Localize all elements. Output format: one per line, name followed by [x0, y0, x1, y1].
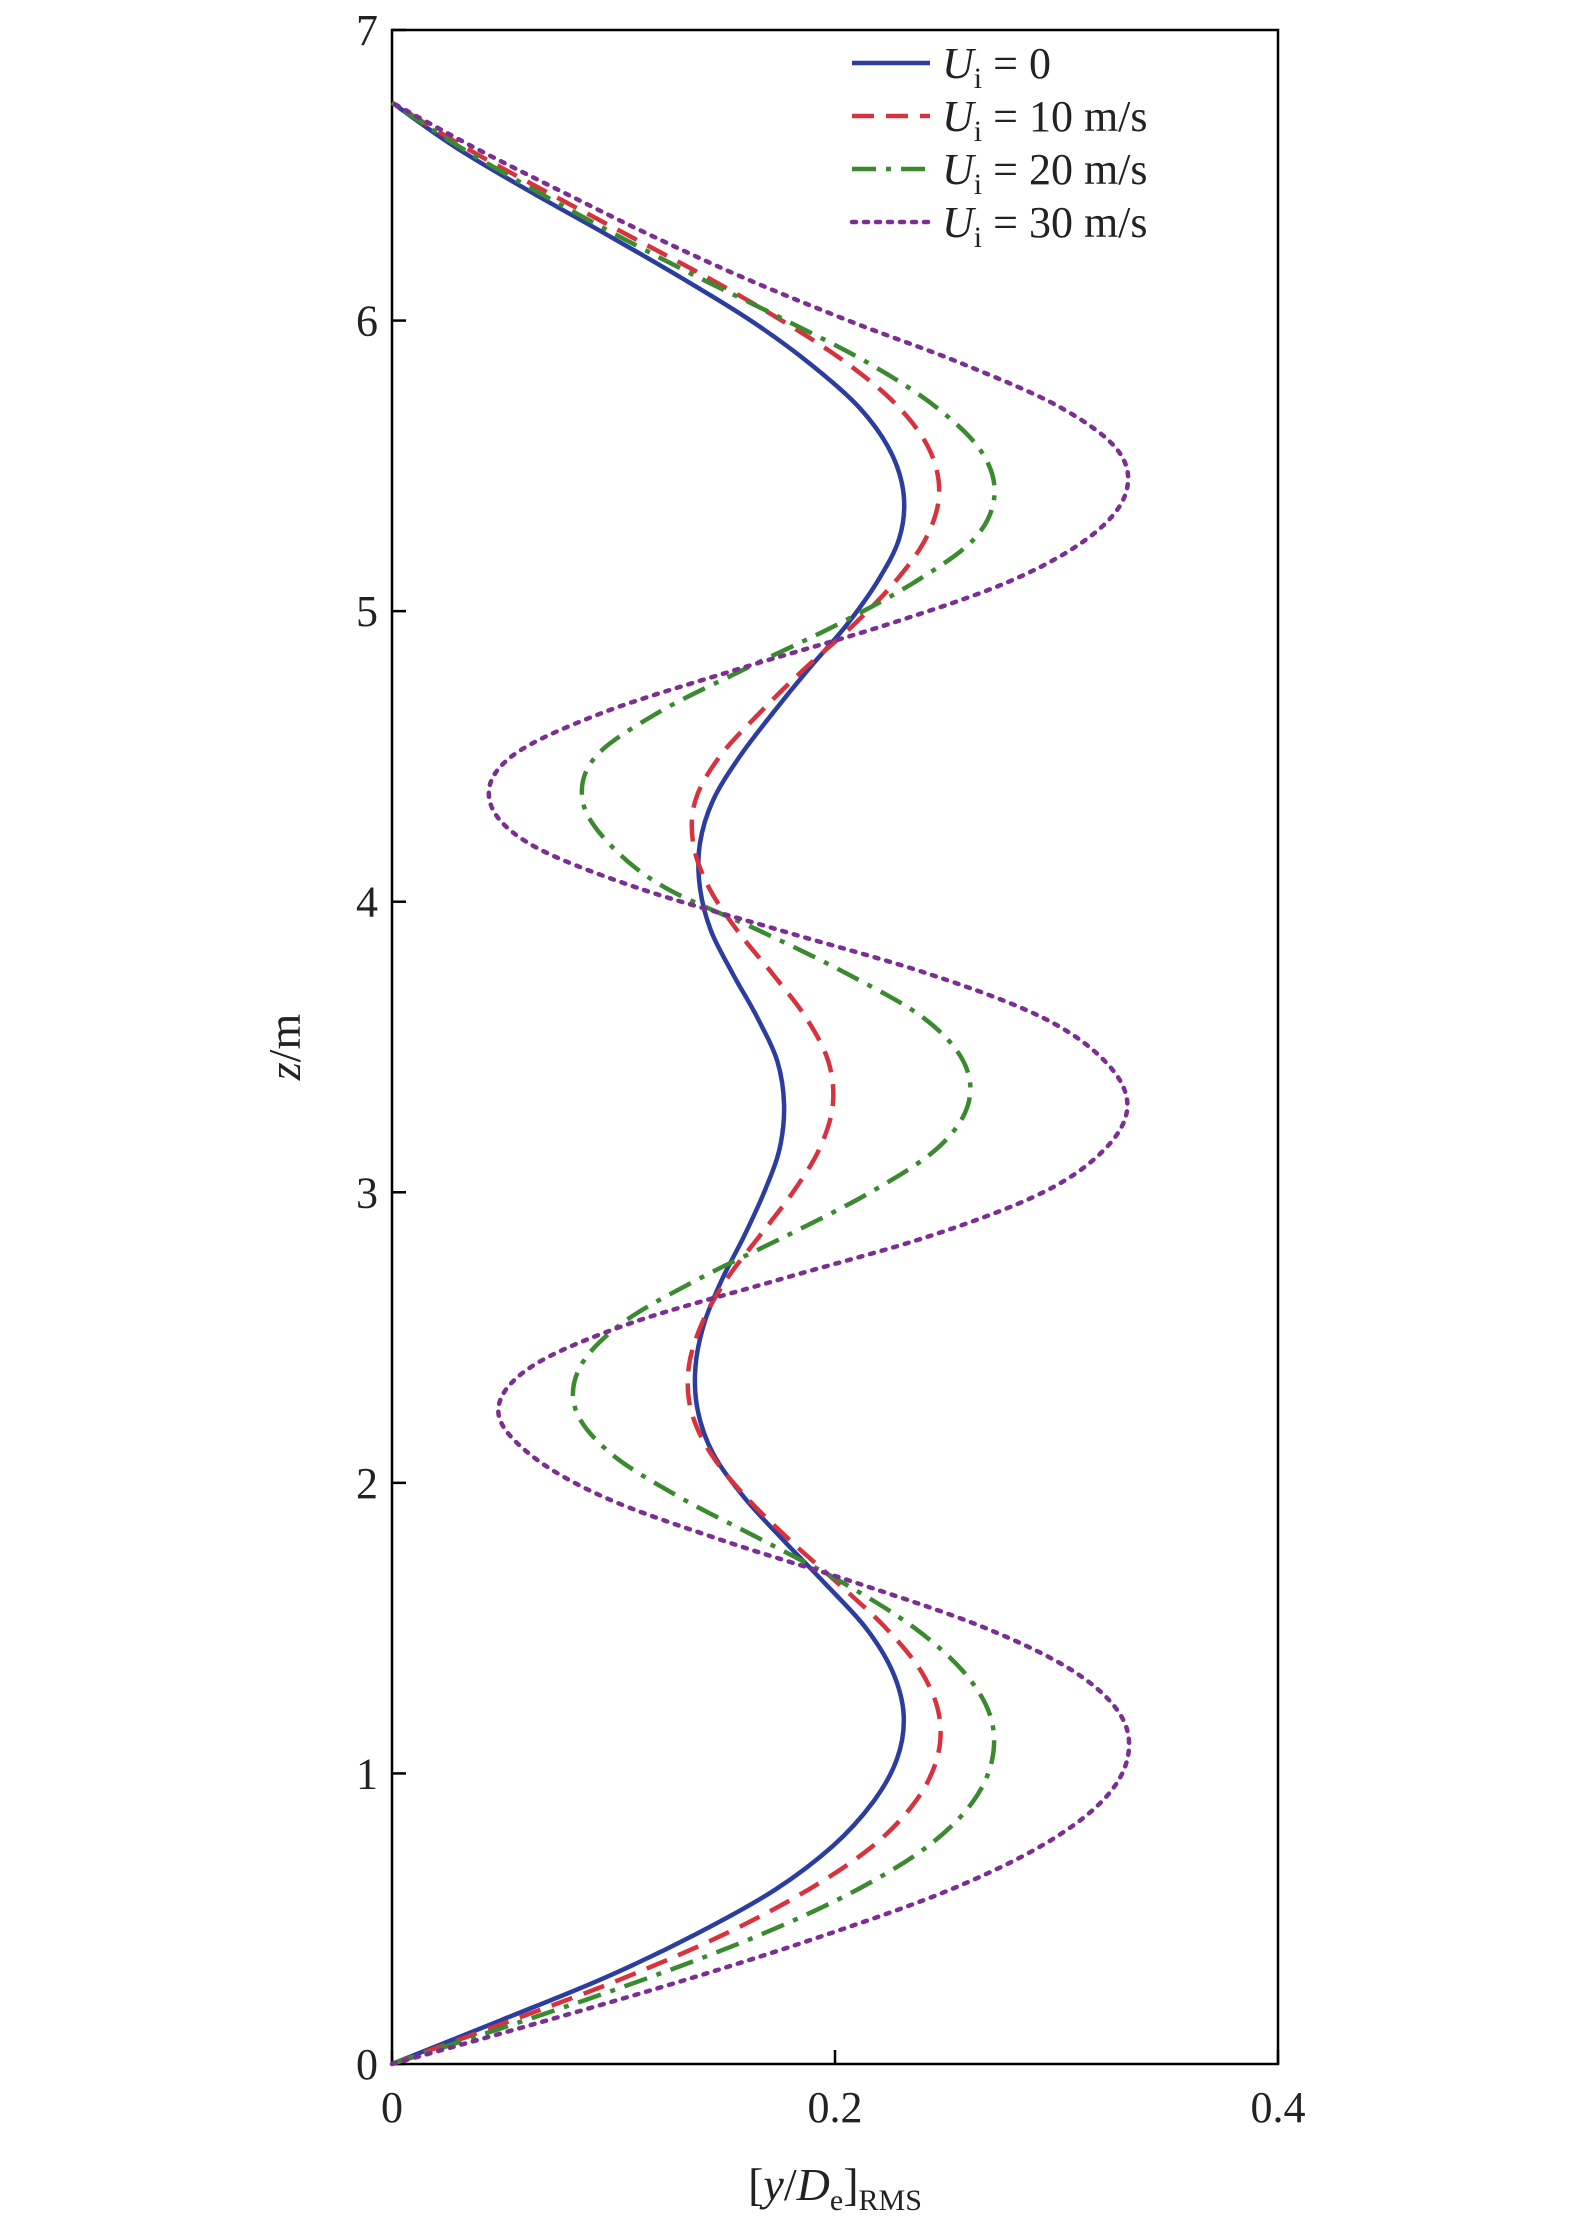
x-axis-title: [y/De]RMS — [748, 2159, 922, 2217]
x-tick-label: 0 — [381, 2083, 403, 2132]
legend-label-4: Ui = 30 m/s — [942, 198, 1148, 254]
x-axis-title-open: [ — [748, 2159, 763, 2210]
x-axis: 0 0.2 0.4 — [381, 2050, 1306, 2132]
legend-label-var: U — [942, 39, 977, 88]
series-line-1 — [390, 100, 907, 2067]
legend-label-2: Ui = 10 m/s — [942, 92, 1148, 148]
x-axis-title-close: ] — [843, 2159, 858, 2210]
legend-label-var: U — [942, 198, 977, 247]
y-axis-title-var-z: z — [259, 1062, 310, 1081]
legend: Ui = 0Ui = 10 m/sUi = 20 m/sUi = 30 m/s — [849, 39, 1148, 254]
legend-label-rest: = 0 — [982, 39, 1051, 88]
y-tick-label: 6 — [356, 297, 378, 346]
x-tick-label: 0.2 — [808, 2083, 863, 2132]
y-tick-label: 5 — [356, 587, 378, 636]
series-line-2 — [390, 100, 943, 2067]
y-tick-label: 7 — [356, 6, 378, 55]
series-line-4 — [389, 100, 1132, 2067]
x-axis-title-sub-rms: RMS — [859, 2184, 922, 2217]
series-layer — [389, 100, 1132, 2067]
legend-label-rest: = 10 m/s — [982, 92, 1147, 141]
y-tick-label: 0 — [356, 2040, 378, 2089]
y-tick-label: 4 — [356, 878, 378, 927]
y-tick-label: 2 — [356, 1459, 378, 1508]
legend-label-sub: i — [974, 168, 982, 201]
x-axis-title-sub-e: e — [830, 2184, 843, 2217]
x-axis-title-var-y: y — [759, 2159, 784, 2210]
y-axis-title: z/m — [259, 1014, 310, 1082]
y-axis-title-unit: /m — [259, 1014, 310, 1063]
legend-label-sub: i — [974, 62, 982, 95]
y-axis: 0 1 2 3 4 5 6 7 — [356, 6, 406, 2089]
legend-label-1: Ui = 0 — [942, 39, 1051, 95]
x-axis-title-var-d: D — [796, 2159, 830, 2210]
series-line-3 — [390, 100, 997, 2067]
x-axis-title-slash: / — [784, 2159, 797, 2210]
y-tick-label: 3 — [356, 1168, 378, 1217]
x-tick-label: 0.4 — [1251, 2083, 1306, 2132]
legend-label-var: U — [942, 145, 977, 194]
y-tick-label: 1 — [356, 1749, 378, 1798]
plot-frame — [390, 28, 1280, 2066]
legend-label-sub: i — [974, 115, 982, 148]
legend-label-rest: = 20 m/s — [982, 145, 1147, 194]
legend-label-rest: = 30 m/s — [982, 198, 1147, 247]
legend-label-var: U — [942, 92, 977, 141]
legend-label-3: Ui = 20 m/s — [942, 145, 1148, 201]
legend-label-sub: i — [974, 221, 982, 254]
